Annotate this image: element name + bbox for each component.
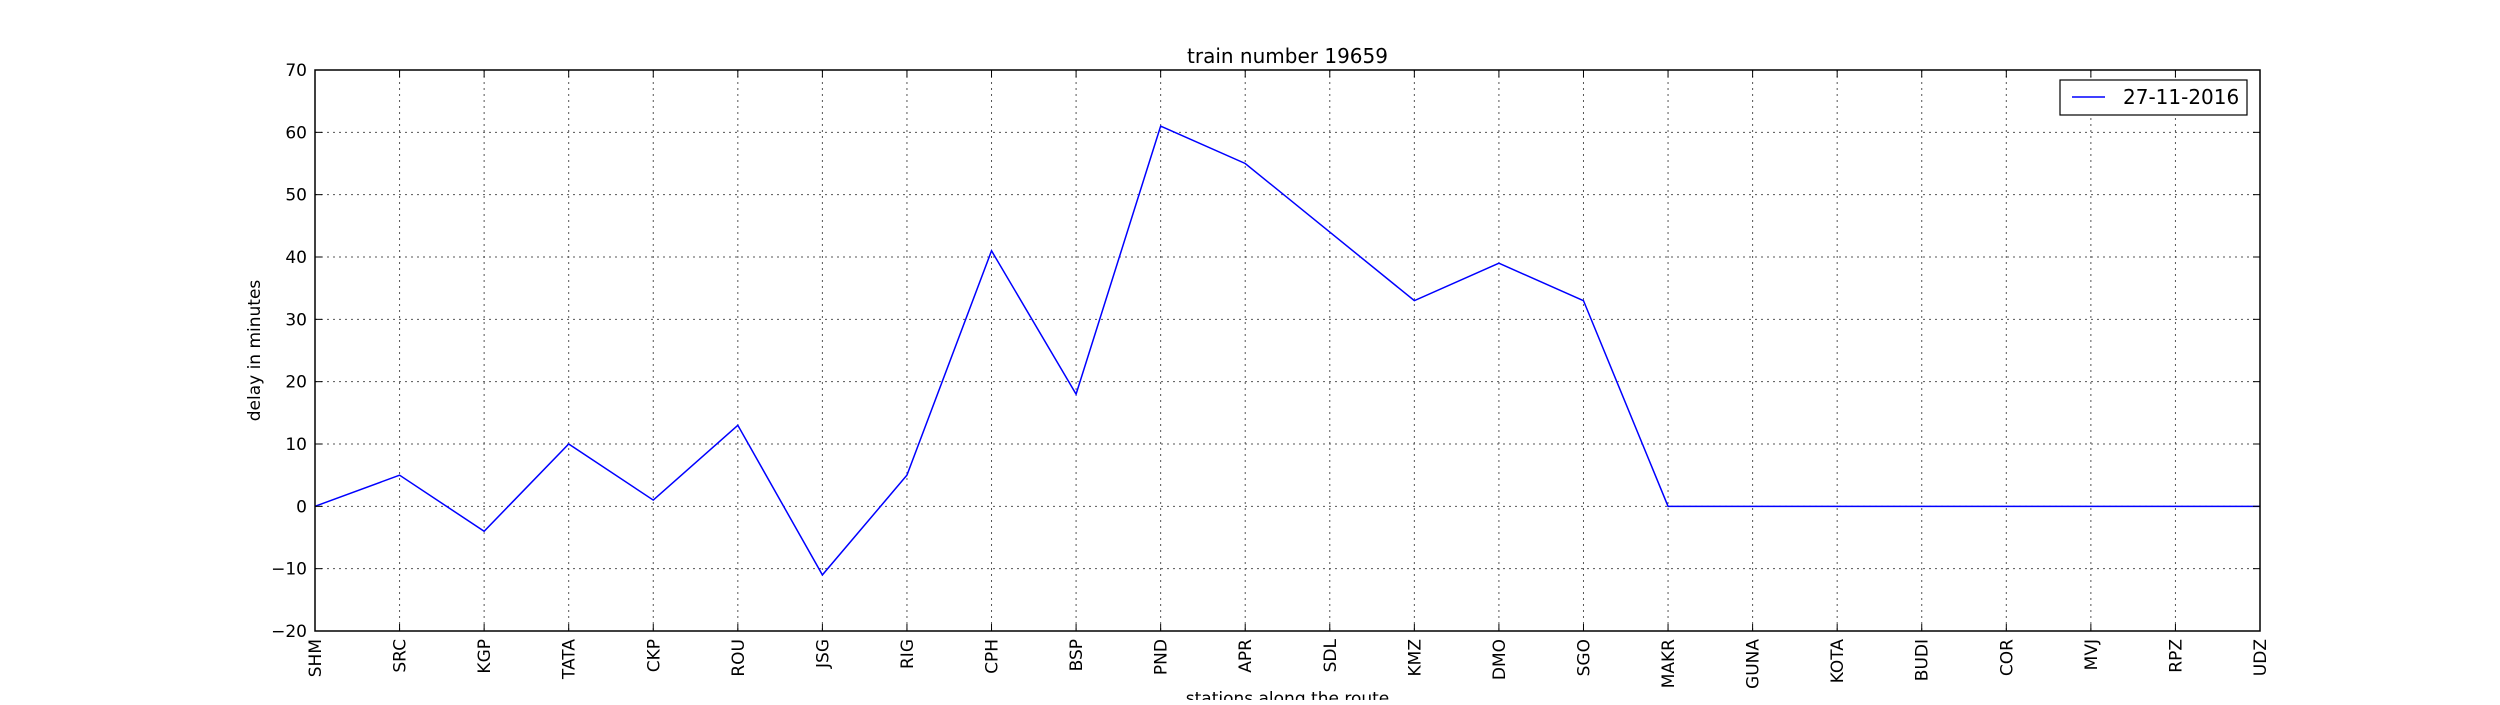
y-tick-label: −20 — [271, 622, 307, 642]
x-tick-label: SRC — [391, 639, 411, 673]
x-tick-label: MAKR — [1659, 639, 1679, 688]
grid — [315, 70, 2260, 631]
x-tick-label: JSG — [813, 639, 833, 669]
x-tick-label: CPH — [983, 639, 1003, 674]
y-tick-label: 20 — [285, 373, 307, 393]
legend: 27-11-2016 — [2060, 80, 2247, 115]
y-tick-label: 70 — [285, 61, 307, 81]
x-tick-label: SGO — [1574, 639, 1594, 676]
x-tick-label: KMZ — [1405, 639, 1425, 676]
y-axis-label: delay in minutes — [245, 280, 265, 422]
x-tick-label: COR — [1997, 639, 2017, 676]
x-tick-label: KGP — [475, 639, 495, 674]
x-tick-label: RIG — [898, 639, 918, 669]
y-tick-label: −10 — [271, 560, 307, 580]
series-line — [315, 126, 2260, 575]
y-tick-label: 30 — [285, 310, 307, 330]
y-tick-label: 0 — [296, 497, 307, 517]
ticks: −20 −10 0 10 20 30 40 50 60 70 SHM SRC KGP TATA CKP ROU… — [271, 61, 2271, 689]
x-tick-label: MVJ — [2082, 639, 2102, 670]
x-tick-label: APR — [1236, 639, 1256, 673]
x-tick-label: RPZ — [2166, 639, 2186, 673]
chart-title: train number 19659 — [1187, 44, 1388, 68]
x-tick-label: TATA — [560, 639, 580, 680]
y-tick-label: 60 — [285, 123, 307, 143]
x-tick-label: SDL — [1321, 638, 1341, 672]
x-tick-label: PND — [1152, 639, 1172, 675]
legend-label: 27-11-2016 — [2123, 85, 2239, 109]
x-tick-label: DMO — [1490, 639, 1510, 680]
x-tick-label: CKP — [644, 639, 664, 672]
x-tick-label: BSP — [1067, 639, 1087, 671]
y-tick-label: 40 — [285, 248, 307, 268]
x-tick-label: KOTA — [1828, 639, 1848, 684]
x-tick-label: BUDI — [1913, 639, 1933, 681]
x-tick-label: GUNA — [1744, 639, 1764, 689]
plot-frame — [315, 70, 2260, 631]
series-layer — [315, 126, 2260, 575]
y-tick-label: 10 — [285, 435, 307, 455]
x-axis-label: stations along the route — [1186, 689, 1390, 700]
x-tick-label: SHM — [306, 639, 326, 677]
x-tick-label: UDZ — [2251, 639, 2271, 676]
x-tick-label: ROU — [729, 639, 749, 677]
y-tick-label: 50 — [285, 186, 307, 206]
